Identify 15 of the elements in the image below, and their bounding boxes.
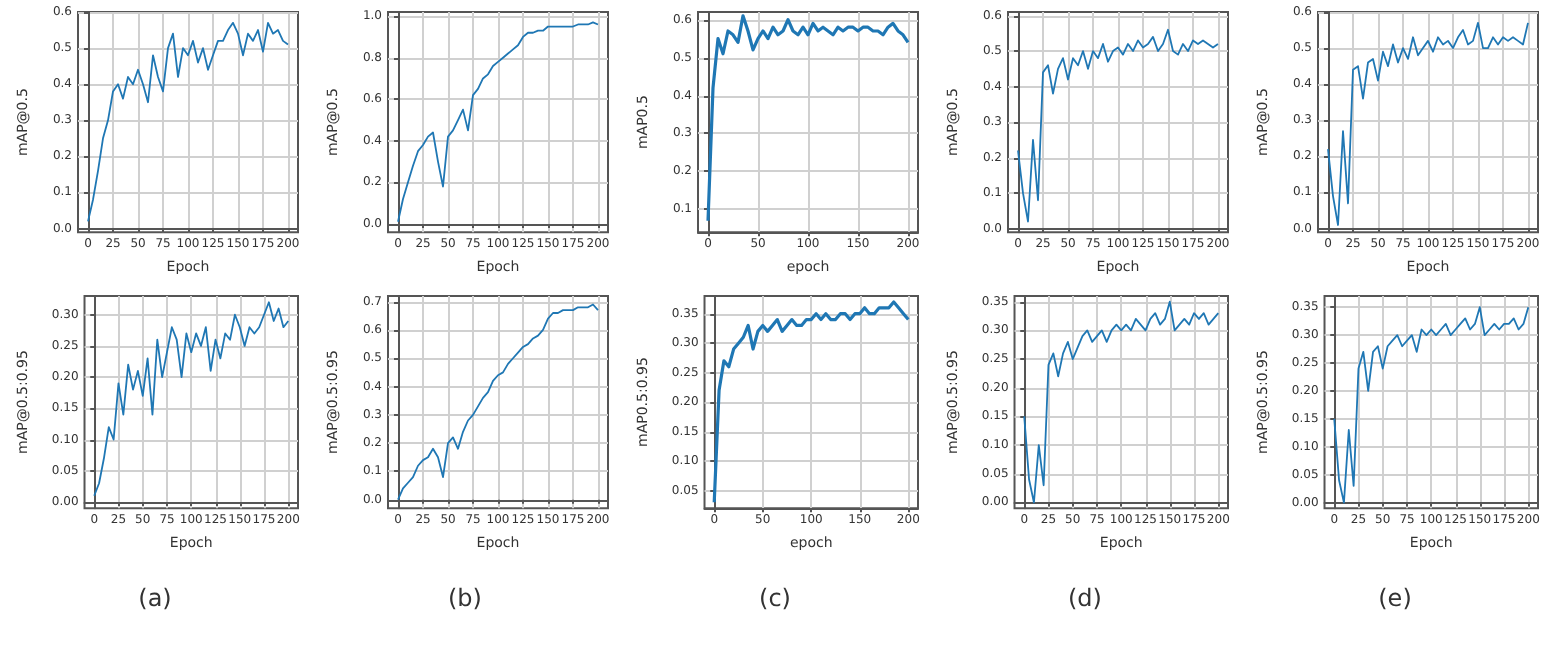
line-series xyxy=(706,14,910,223)
line-series xyxy=(1023,300,1220,504)
text: (d) xyxy=(1066,584,1104,612)
line-series xyxy=(397,303,599,501)
line-series xyxy=(397,21,599,223)
text: (e) xyxy=(1376,584,1414,612)
line-series xyxy=(1017,28,1219,223)
line-series xyxy=(1333,306,1530,504)
line-series xyxy=(87,21,289,223)
text: (a) xyxy=(136,584,174,612)
text: (c) xyxy=(757,584,793,612)
line-series xyxy=(1327,21,1529,226)
line-series xyxy=(712,300,910,504)
text: (b) xyxy=(446,584,484,612)
line-series xyxy=(93,301,290,497)
